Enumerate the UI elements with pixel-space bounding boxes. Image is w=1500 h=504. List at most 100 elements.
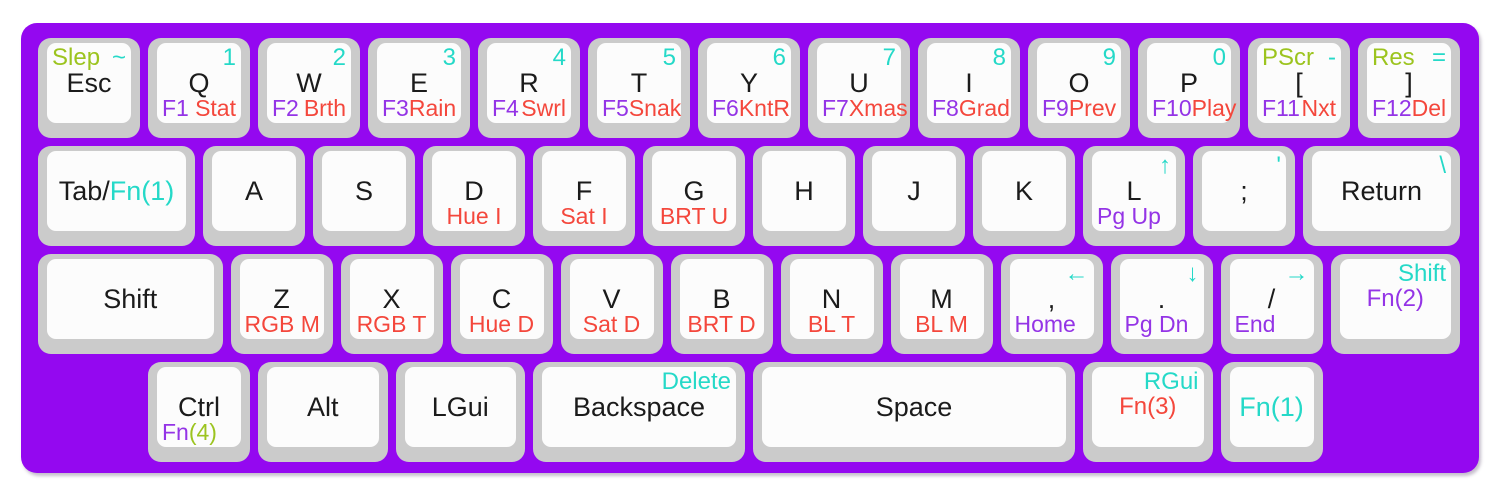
- key-a[interactable]: A: [199, 142, 309, 250]
- key-y[interactable]: 6 Y F6 KntR: [694, 34, 804, 142]
- keycap: V Sat D: [560, 254, 663, 354]
- key-x[interactable]: X RGB T: [337, 250, 447, 358]
- key-fn3[interactable]: RGui Fn(3): [1079, 358, 1217, 466]
- key-p[interactable]: 0 P F10 Play: [1134, 34, 1244, 142]
- legend-bc: Hue D: [468, 310, 535, 337]
- key-b[interactable]: B BRT D: [667, 250, 777, 358]
- key-backspace[interactable]: Delete Backspace: [529, 358, 749, 466]
- legend-bl: F4: [492, 94, 519, 121]
- key-i[interactable]: 8 I F8 Grad: [914, 34, 1024, 142]
- keycap: X RGB T: [340, 254, 443, 354]
- key-c[interactable]: C Hue D: [447, 250, 557, 358]
- key-l[interactable]: ↑ L Pg Up: [1079, 142, 1189, 250]
- keycap-face: 5 T F5 Snak: [597, 43, 681, 123]
- key-g[interactable]: G BRT U: [639, 142, 749, 250]
- key-lgui[interactable]: LGui: [392, 358, 530, 466]
- keycap-face: ';: [1202, 151, 1286, 231]
- key-return[interactable]: \ Return: [1299, 142, 1464, 250]
- key-period[interactable]: ↓. Pg Dn: [1107, 250, 1217, 358]
- key-r[interactable]: 4 R F4 Swrl: [474, 34, 584, 142]
- keycap-face: PScr -[F11 Nxt: [1257, 43, 1341, 123]
- key-v[interactable]: V Sat D: [557, 250, 667, 358]
- key-rshift[interactable]: Shift Fn(2): [1327, 250, 1465, 358]
- keycap: 1 Q F1 Stat: [148, 38, 250, 138]
- legend-bl: Pg Up: [1097, 202, 1161, 229]
- legend-tr: Delete: [661, 368, 731, 395]
- legend-mid: E: [409, 67, 428, 98]
- key-m[interactable]: M BL M: [887, 250, 997, 358]
- key-alt[interactable]: Alt: [254, 358, 392, 466]
- legend-bl: F6: [712, 94, 739, 121]
- key-comma[interactable]: ←, Home: [997, 250, 1107, 358]
- key-d[interactable]: D Hue I: [419, 142, 529, 250]
- key-semicolon[interactable]: ';: [1189, 142, 1299, 250]
- legend-mid: Return: [1340, 175, 1423, 206]
- legend-tr: ←: [1064, 260, 1089, 287]
- keycap-face: Space: [762, 367, 1066, 447]
- keycap: C Hue D: [450, 254, 553, 354]
- keycap: F Sat I: [533, 146, 635, 246]
- legend-mid: Ctrl: [178, 391, 220, 422]
- legend-bc: Sat D: [582, 310, 641, 337]
- keycap: B BRT D: [670, 254, 773, 354]
- key-j[interactable]: J: [859, 142, 969, 250]
- legend-bl: Home: [1014, 310, 1076, 337]
- legend-br: Swrl: [521, 94, 566, 121]
- keycap: 0 P F10 Play: [1138, 38, 1240, 138]
- key-rbracket[interactable]: Res =] F12 Del: [1354, 34, 1464, 142]
- keycap-face: 4 R F4 Swrl: [487, 43, 571, 123]
- key-k[interactable]: K: [969, 142, 1079, 250]
- key-q[interactable]: 1 Q F1 Stat: [144, 34, 254, 142]
- keycap-face: D Hue I: [432, 151, 516, 231]
- legend-mid: H: [794, 175, 814, 206]
- key-n[interactable]: N BL T: [777, 250, 887, 358]
- key-fn1[interactable]: Fn(1): [1217, 358, 1327, 466]
- legend-bl: F9: [1042, 94, 1069, 121]
- key-e[interactable]: 3 E F3 Rain: [364, 34, 474, 142]
- key-tab[interactable]: Tab/Fn(1): [34, 142, 199, 250]
- keycap: 8 I F8 Grad: [918, 38, 1020, 138]
- legend-br: Prev: [1068, 94, 1117, 121]
- key-lbracket[interactable]: PScr -[F11 Nxt: [1244, 34, 1354, 142]
- keycap: 6 Y F6 KntR: [698, 38, 800, 138]
- keycap: J: [863, 146, 965, 246]
- key-s[interactable]: S: [309, 142, 419, 250]
- keycap-face: Alt: [267, 367, 379, 447]
- keycap: ↓. Pg Dn: [1110, 254, 1213, 354]
- keycap-face: ↑ L Pg Up: [1092, 151, 1176, 231]
- legend-tl: PScr: [1262, 44, 1315, 71]
- legend-bl: F8: [932, 94, 959, 121]
- legend-mid: G: [683, 175, 705, 206]
- legend-bl: F1: [162, 94, 189, 121]
- key-u[interactable]: 7 U F7 Xmas: [804, 34, 914, 142]
- legend-mid: K: [1014, 175, 1033, 206]
- keycap-face: LGui: [404, 367, 516, 447]
- legend-tr: ': [1276, 152, 1281, 179]
- legend-tr: -: [1328, 44, 1336, 71]
- key-esc[interactable]: Slep ~ Esc: [34, 34, 144, 142]
- legend-mid: ,: [1047, 283, 1056, 314]
- key-space[interactable]: Space: [749, 358, 1079, 466]
- keycap: S: [313, 146, 415, 246]
- key-z[interactable]: Z RGB M: [227, 250, 337, 358]
- key-o[interactable]: 9 O F9 Prev: [1024, 34, 1134, 142]
- keycap: A: [203, 146, 305, 246]
- keycap: 2 W F2 Brth: [258, 38, 360, 138]
- keycap: Shift Fn(2): [1330, 254, 1460, 354]
- key-slash[interactable]: → / End: [1217, 250, 1327, 358]
- key-h[interactable]: H: [749, 142, 859, 250]
- key-ctrl[interactable]: Ctrl Fn(4): [144, 358, 254, 466]
- key-f[interactable]: F Sat I: [529, 142, 639, 250]
- keycap-face: G BRT U: [652, 151, 736, 231]
- keycap-face: C Hue D: [459, 259, 544, 339]
- key-w[interactable]: 2 W F2 Brth: [254, 34, 364, 142]
- keycap: 4 R F4 Swrl: [478, 38, 580, 138]
- key-t[interactable]: 5 T F5 Snak: [584, 34, 694, 142]
- keycap-face: 3 E F3 Rain: [377, 43, 461, 123]
- keycap: Fn(1): [1220, 362, 1323, 462]
- legend-tr: 7: [882, 44, 896, 71]
- legend-mid: R: [519, 67, 539, 98]
- legend-mid: [: [1295, 67, 1303, 98]
- key-lshift[interactable]: Shift: [34, 250, 227, 358]
- legend-tl: Res: [1372, 44, 1415, 71]
